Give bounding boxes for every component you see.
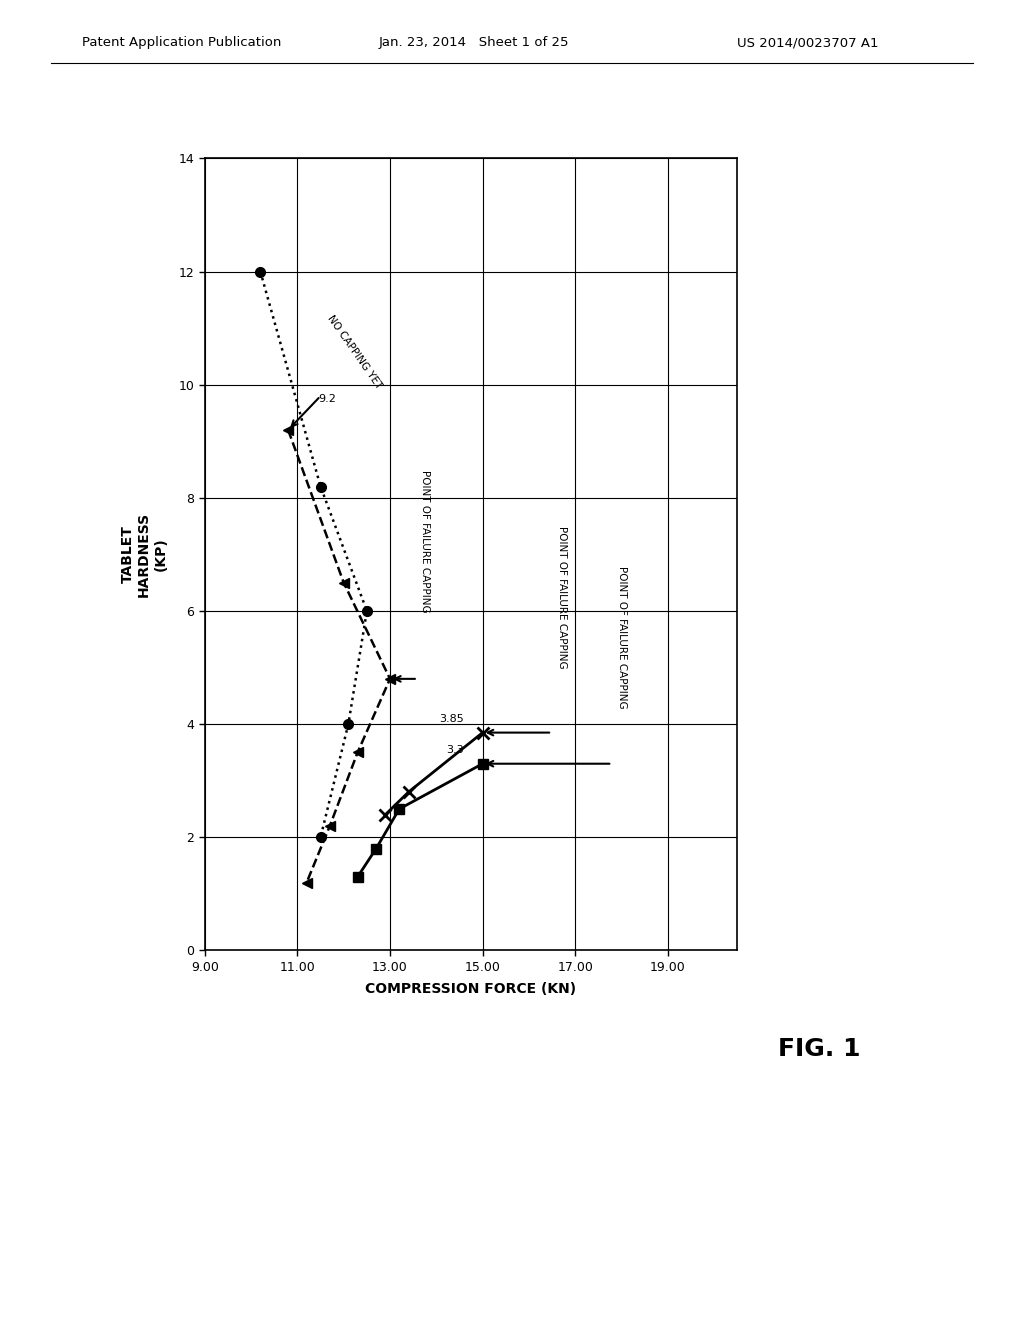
Text: NO CAPPING YET: NO CAPPING YET xyxy=(326,313,384,391)
Text: 9.2: 9.2 xyxy=(318,395,336,404)
Text: FIG. 1: FIG. 1 xyxy=(778,1038,860,1061)
Text: POINT OF FAILURE CAPPING: POINT OF FAILURE CAPPING xyxy=(557,527,566,669)
Y-axis label: TABLET
HARDNESS
(KP): TABLET HARDNESS (KP) xyxy=(121,512,167,597)
X-axis label: COMPRESSION FORCE (KN): COMPRESSION FORCE (KN) xyxy=(366,982,577,997)
Text: US 2014/0023707 A1: US 2014/0023707 A1 xyxy=(737,36,879,49)
Text: Patent Application Publication: Patent Application Publication xyxy=(82,36,282,49)
Text: Jan. 23, 2014   Sheet 1 of 25: Jan. 23, 2014 Sheet 1 of 25 xyxy=(379,36,569,49)
Text: 3.85: 3.85 xyxy=(439,714,464,725)
Text: 3.3: 3.3 xyxy=(446,746,464,755)
Text: POINT OF FAILURE CAPPING: POINT OF FAILURE CAPPING xyxy=(420,470,430,612)
Text: POINT OF FAILURE CAPPING: POINT OF FAILURE CAPPING xyxy=(616,566,627,709)
